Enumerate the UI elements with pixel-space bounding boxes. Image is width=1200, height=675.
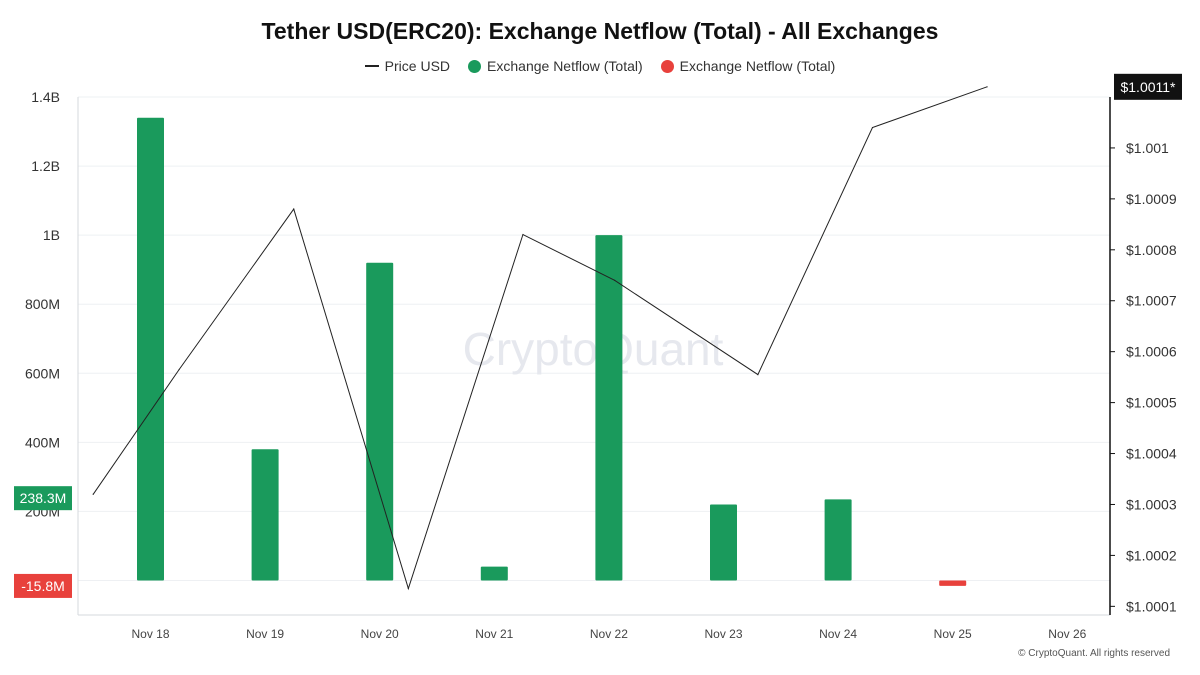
axes: 0200M400M600M800M1B1.2B1.4B$1.0001$1.000… [25,89,1177,641]
y-left-tick-label: 1B [43,227,60,243]
price-point [92,493,94,495]
y-right-tick-label: $1.0007 [1126,293,1177,309]
copyright-text: © CryptoQuant. All rights reserved [1018,648,1170,659]
y-left-tick-label: 400M [25,434,60,450]
y-right-tick-label: $1.0001 [1126,598,1177,614]
grid [78,96,1110,581]
x-tick-label: Nov 25 [934,627,972,641]
price-point [407,587,409,590]
x-tick-label: Nov 20 [361,627,399,641]
legend-line-icon [364,65,379,67]
x-tick-label: Nov 22 [590,627,628,641]
netflow-bar-negative [939,580,967,586]
netflow-bar [251,449,279,581]
price-point [871,126,874,129]
y-right-tick-label: $1.001 [1126,140,1169,156]
price-point [522,233,524,236]
x-tick-label: Nov 26 [1048,627,1086,641]
x-tick-label: Nov 18 [131,627,169,641]
netflow-bar [824,499,852,581]
chart-title: Tether USD(ERC20): Exchange Netflow (Tot… [261,18,939,44]
green-dot-icon [468,59,482,73]
netflow-bar [366,262,394,581]
price-point [178,368,180,371]
y-right-tick-label: $1.0006 [1126,344,1177,360]
badges: 238.3M -15.8M $1.0011* [14,73,1182,598]
x-tick-label: Nov 23 [704,627,742,641]
y-left-tick-label: 1.2B [31,158,60,174]
x-tick-label: Nov 24 [819,627,857,641]
y-left-tick-label: 800M [25,296,60,312]
x-tick-label: Nov 19 [246,627,284,641]
netflow-bar [595,235,623,581]
latest-netflow-badge-text: 238.3M [20,490,67,506]
y-left-tick-label: 600M [25,365,60,381]
legend-label-netflow-positive: Exchange Netflow (Total) [487,58,643,74]
netflow-bar [137,117,164,581]
negative-netflow-badge-text: -15.8M [21,578,65,594]
price-badge-bg [1114,73,1182,100]
watermark: CryptoQuant [463,323,724,375]
bars [137,117,967,586]
legend-label-netflow-negative: Exchange Netflow (Total) [679,58,836,74]
price-badge-text: $1.0011* [1120,79,1176,95]
netflow-bar [480,566,508,581]
price-point [614,279,616,281]
x-tick-label: Nov 21 [475,627,513,641]
red-dot-icon [660,59,674,73]
negative-netflow-badge-bg [14,573,72,598]
legend: Price USD Exchange Netflow (Total) Excha… [0,58,1200,74]
legend-item-netflow-negative[interactable]: Exchange Netflow (Total) [660,58,836,74]
y-right-tick-label: $1.0009 [1126,191,1177,207]
y-right-tick-label: $1.0003 [1126,496,1177,512]
price-line-group [92,86,988,591]
netflow-bar [710,504,737,581]
price-point [757,373,759,376]
y-right-tick-label: $1.0002 [1126,547,1177,563]
y-left-tick-label: 1.4B [31,89,60,105]
legend-item-price[interactable]: Price USD [364,58,451,74]
y-right-tick-label: $1.0005 [1126,395,1177,411]
legend-label-price: Price USD [384,58,451,74]
y-right-tick-label: $1.0004 [1126,446,1177,462]
legend-item-netflow-positive[interactable]: Exchange Netflow (Total) [468,58,643,74]
price-point [293,208,295,210]
price-point [986,86,988,88]
y-right-tick-label: $1.0008 [1126,242,1177,258]
latest-netflow-badge-bg [14,486,72,511]
